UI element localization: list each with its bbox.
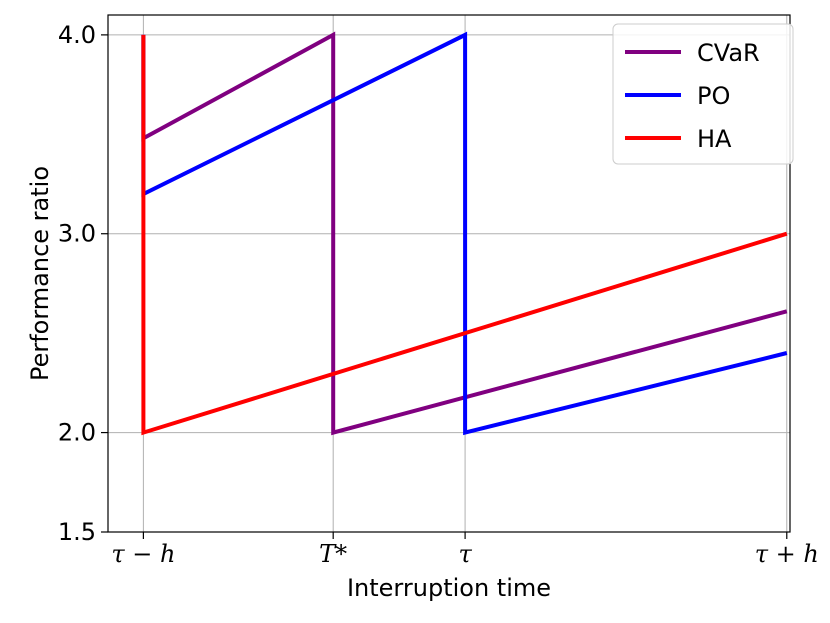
series-lines bbox=[141, 31, 788, 436]
series-line-ha bbox=[141, 34, 788, 436]
y-tick-label: 3.0 bbox=[58, 220, 96, 248]
legend-label-cvar: CVaR bbox=[697, 39, 760, 67]
legend: CVaR PO HA bbox=[612, 23, 794, 165]
x-axis-label: Interruption time bbox=[347, 574, 551, 602]
x-tick-label: T* bbox=[319, 540, 347, 568]
ticks: 1.5 2.0 3.0 4.0 τ − h T* τ τ + h bbox=[58, 21, 819, 568]
y-tick-label: 4.0 bbox=[58, 21, 96, 49]
x-tick-label: τ bbox=[458, 540, 472, 568]
y-axis-label: Performance ratio bbox=[26, 166, 54, 381]
y-tick-label: 1.5 bbox=[58, 518, 96, 546]
legend-label-ha: HA bbox=[697, 125, 732, 153]
legend-box bbox=[612, 23, 794, 165]
legend-label-po: PO bbox=[697, 82, 730, 110]
y-tick-label: 2.0 bbox=[58, 419, 96, 447]
x-tick-label: τ − h bbox=[111, 540, 175, 568]
x-tick-label: τ + h bbox=[755, 540, 819, 568]
axes-frame bbox=[107, 14, 791, 533]
